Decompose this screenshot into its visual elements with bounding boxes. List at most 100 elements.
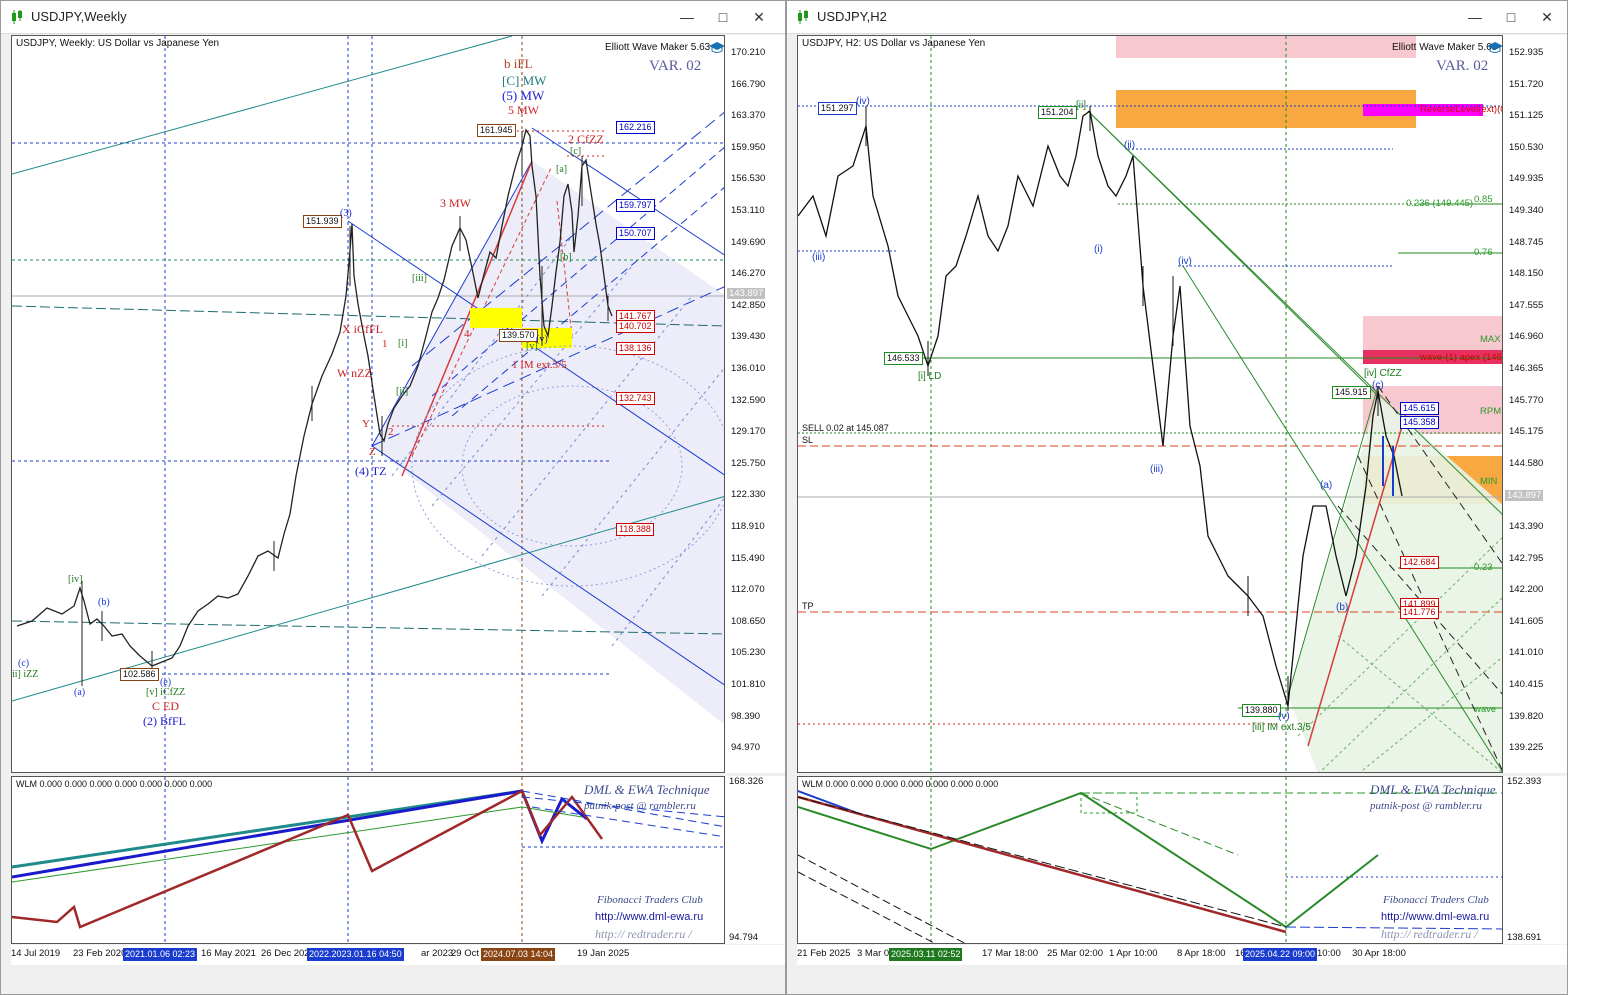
price-level-tag: 145.615 (1400, 402, 1439, 415)
var-label: VAR. 02 (1436, 58, 1489, 74)
wave-label: 3 MW (440, 196, 471, 210)
sell-order-label: SELL 0.02 at 145.087 (802, 423, 889, 433)
extreme-price-tag: 139.570 (499, 329, 538, 342)
price-tick: 112.070 (731, 584, 765, 596)
wave-label: [v] iCfZZ (146, 687, 186, 698)
wave-label: [v] (526, 341, 538, 352)
wave-label: (c) (18, 658, 30, 669)
wave-label: [b] (560, 252, 572, 263)
extreme-price-tag: 151.297 (818, 102, 857, 115)
date-tick: 25 Mar 02:00 (1047, 948, 1103, 959)
minimize-button[interactable]: — (1468, 9, 1482, 25)
wave-label: [iv] CfZZ (1364, 368, 1402, 379)
price-tick: 132.590 (731, 394, 766, 406)
date-tick: 23 Feb 2020 (73, 948, 127, 959)
price-tick: 105.230 (731, 647, 766, 659)
fib-level-label: MAX (1480, 334, 1501, 345)
date-tick: 16 May 2021 (201, 948, 256, 959)
extreme-price-tag: 146.533 (884, 352, 923, 365)
left-price-canvas (12, 36, 724, 772)
price-level-tag: 138.136 (616, 342, 655, 355)
footer-fib: Fibonacci Traders Club (1383, 894, 1489, 906)
maximize-button[interactable]: □ (1506, 9, 1516, 25)
date-tick: 26 Dec 2021 (261, 948, 315, 959)
left-titlebar[interactable]: USDJPY,Weekly — □ ✕ (1, 1, 785, 34)
chart-candle-icon (798, 10, 808, 24)
price-tick: 145.175 (1509, 426, 1544, 438)
price-tick: 146.270 (731, 268, 766, 280)
extreme-price-tag: 151.939 (303, 215, 342, 228)
wave-label: (b) (98, 597, 110, 608)
wave-label: (iii) (812, 252, 826, 263)
watermark-email: putnik-post @ rambler.ru (584, 800, 696, 812)
left-indicator-panel[interactable]: WLM 0.000 0.000 0.000 0.000 0.000 0.000 … (11, 776, 725, 944)
price-tick: 98.390 (731, 710, 761, 722)
right-date-axis[interactable]: 21 Feb 2025 3 Mar 0 17 Mar 18:00 25 Mar 02:… (797, 945, 1567, 965)
ind-tick-bottom: 138.691 (1507, 932, 1542, 943)
price-tick: 151.720 (1509, 78, 1544, 90)
wave-label: [a] (556, 164, 568, 175)
price-tick: 166.790 (731, 78, 766, 90)
left-date-axis[interactable]: 14 Jul 2019 23 Feb 2020 16 May 2021 26 Dec … (11, 945, 785, 965)
price-tick: 108.650 (731, 615, 766, 627)
fib-level-label: wave (1474, 704, 1497, 715)
left-price-axis[interactable]: 170.210 166.790 163.370 159.950 156.530 153.1… (725, 35, 785, 773)
wave-label: ii] iZZ (12, 669, 39, 680)
wave-label: Y (362, 418, 370, 430)
left-main-chart[interactable]: USDJPY, Weekly: US Dollar vs Japanese Ye… (11, 35, 725, 773)
fib-level-label: 0.76 (1474, 247, 1493, 258)
price-tick: 144.580 (1509, 457, 1544, 469)
wave-label: [c] (570, 146, 582, 157)
watermark-email: putnik-post @ rambler.ru (1370, 800, 1482, 812)
wave-label: C ED (152, 699, 179, 713)
footer-link-redtrader[interactable]: http:// redtrader.ru / (1381, 927, 1478, 941)
price-tick: 145.770 (1509, 394, 1544, 406)
current-price-label: 143.897 (727, 288, 766, 299)
fib-level-label: 0.236 (149.445) (1406, 198, 1474, 209)
extreme-price-tag: 145.915 (1332, 386, 1371, 399)
wave-label: (iii) (1150, 464, 1164, 475)
price-level-tag: 145.358 (1400, 416, 1439, 429)
price-tick: 156.530 (731, 173, 766, 185)
date-flag: 2022.2023.01.16 04:50 (307, 948, 404, 961)
right-price-axis[interactable]: 152.935 151.720 151.125 150.530 149.935 149.3… (1503, 35, 1567, 773)
price-tick: 139.225 (1509, 742, 1544, 754)
sl-label: SL (802, 435, 814, 445)
date-tick: 29 Oct (451, 948, 479, 959)
close-button[interactable]: ✕ (1541, 9, 1553, 25)
footer-link-redtrader[interactable]: http:// redtrader.ru / (595, 927, 692, 941)
wave-label: (v) (1278, 711, 1290, 722)
price-level-tag: 159.797 (616, 199, 655, 212)
price-level-tag: 132.743 (616, 392, 655, 405)
left-chart-window[interactable]: USDJPY,Weekly — □ ✕ (0, 0, 786, 995)
wave-label: (a) (74, 687, 86, 698)
price-tick: 146.960 (1509, 331, 1544, 343)
wave-label: [ii] (1076, 100, 1086, 111)
chart-candle-icon (12, 10, 22, 24)
wave-label: (i) (1094, 244, 1103, 255)
footer-link-dml[interactable]: http://www.dml-ewa.ru (595, 911, 704, 923)
graduation-cap-icon (709, 42, 724, 53)
indicator-label: WLM 0.000 0.000 0.000 0.000 0.000 0.000 … (16, 779, 213, 789)
right-indicator-panel[interactable]: WLM 0.000 0.000 0.000 0.000 0.000 0.000 … (797, 776, 1503, 944)
date-flag: 2021.01.06 02:23 (123, 948, 198, 961)
price-tick: 170.210 (731, 47, 766, 58)
fib-level-label: RPM (1480, 406, 1502, 417)
ind-tick-top: 168.326 (729, 776, 764, 787)
date-tick: 8 Apr 18:00 (1177, 948, 1226, 959)
footer-link-dml[interactable]: http://www.dml-ewa.ru (1381, 911, 1490, 923)
maximize-button[interactable]: □ (718, 9, 728, 25)
price-level-tag: 118.388 (616, 523, 654, 536)
wave-label: (v) (536, 334, 548, 345)
price-tick: 159.950 (731, 141, 766, 153)
right-titlebar[interactable]: USDJPY,H2 — □ ✕ (787, 1, 1567, 34)
left-indicator-axis: 168.326 94.794 (725, 776, 785, 944)
right-main-chart[interactable]: USDJPY, H2: US Dollar vs Japanese Yen El… (797, 35, 1503, 773)
date-tick: 19 Jan 2025 (577, 948, 630, 959)
date-flag: 2025.03.11 02:52 (889, 948, 963, 961)
right-chart-window[interactable]: USDJPY,H2 — □ ✕ (786, 0, 1568, 995)
close-button[interactable]: ✕ (753, 9, 765, 25)
ewm-label: Elliott Wave Maker 5.63 (1392, 42, 1498, 53)
minimize-button[interactable]: — (680, 9, 694, 25)
price-tick: 153.110 (731, 205, 765, 216)
